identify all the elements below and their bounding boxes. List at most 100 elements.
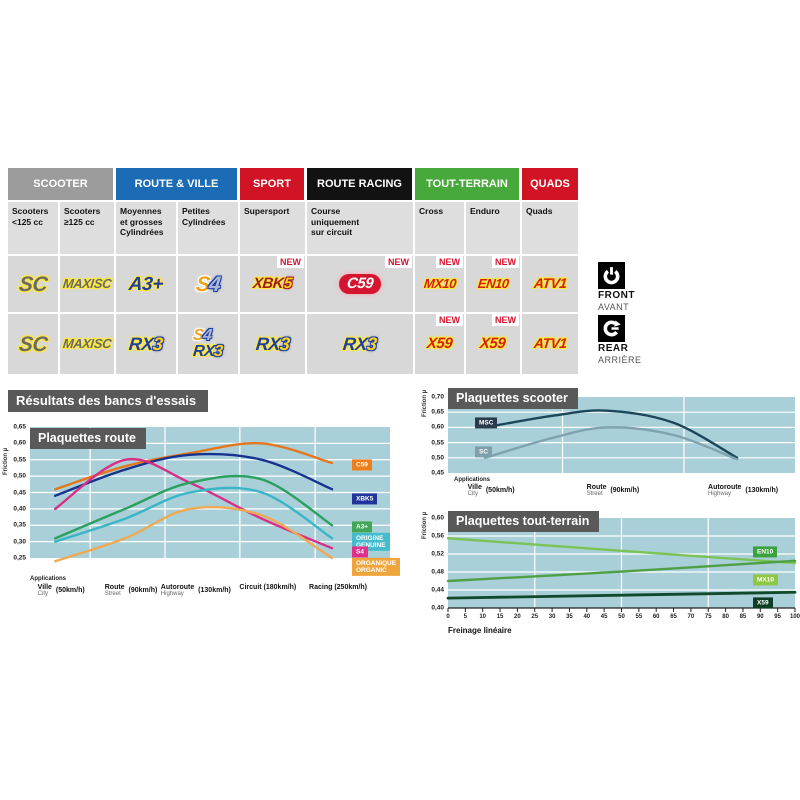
logo-part: SC xyxy=(17,272,49,296)
logo-line: ATV1 xyxy=(533,275,567,292)
x-tick-label: 80 xyxy=(722,614,729,620)
subheader-line: sur circuit xyxy=(311,227,353,238)
front-brake-icon xyxy=(598,262,625,289)
y-tick-label: 0,30 xyxy=(13,538,26,546)
product-logo-EN10: EN10 xyxy=(476,276,510,292)
subheader-line: <125 cc xyxy=(12,216,43,227)
x-tick-label: 20 xyxy=(514,614,521,620)
product-cell: MAXISC xyxy=(60,314,116,374)
logo-part: MAXI xyxy=(62,336,95,351)
product-logo-X59: X59 xyxy=(426,335,453,352)
new-badge: NEW xyxy=(436,314,463,326)
station-fr: Circuit xyxy=(239,584,262,591)
x-tick-label: 25 xyxy=(531,614,539,620)
legend-line: ORGANIQUE xyxy=(356,560,397,568)
legend-line: X59 xyxy=(757,599,769,607)
x-axis-title: Freinage linéaire xyxy=(448,626,512,635)
subheader-line: Cylindrées xyxy=(182,216,226,227)
category-header-sport: SPORT xyxy=(240,168,307,200)
logo-part: EN10 xyxy=(476,276,510,291)
series-line-X59 xyxy=(446,590,797,600)
rear-position-block: REAR ARRIÈRE xyxy=(598,315,658,365)
x-tick-label: 70 xyxy=(687,614,695,620)
y-axis-title: Friction µ xyxy=(422,389,428,417)
legend-badge-X59: X59 xyxy=(753,597,773,609)
logo-line: MAXISC xyxy=(62,336,111,352)
rear-label-en: REAR xyxy=(598,343,629,354)
legend-line: XBK5 xyxy=(356,495,374,503)
rear-brake-icon xyxy=(598,315,625,342)
product-cell: RX3 xyxy=(116,314,178,374)
product-logo-XBK5: XBK5 xyxy=(253,275,293,292)
station-en: Highway xyxy=(160,591,184,598)
y-tick-label: 0,40 xyxy=(13,505,26,513)
product-cell: SC xyxy=(8,256,60,312)
front-label-fr: AVANT xyxy=(598,302,630,312)
product-cell: RX3 xyxy=(240,314,307,374)
chart-plaquettes-scooter: Plaquettes scooter 0,70 0,65 0,60 0,55 0,50 0,… xyxy=(418,385,800,512)
front-position-block: FRONT AVANT xyxy=(598,262,658,312)
subheader-cell: Scooters <125 cc xyxy=(8,202,60,254)
applications-label: Applications xyxy=(30,576,67,582)
x-tick-label: 60 xyxy=(652,614,660,620)
y-tick-label: 0,65 xyxy=(13,423,26,431)
rear-label-fr: ARRIÈRE xyxy=(598,355,642,365)
product-cell: RX3 xyxy=(307,314,415,374)
series-line-C59 xyxy=(54,441,334,491)
x-tick-label: 5 xyxy=(463,614,468,620)
new-badge: NEW xyxy=(385,256,412,268)
logo-line: ATV1 xyxy=(533,335,567,352)
y-tick-label: 0,60 xyxy=(13,439,26,447)
logo-part: 3 xyxy=(152,333,164,354)
product-cell: A3+ xyxy=(116,256,178,312)
product-cell: NEW XBK5 xyxy=(240,256,307,312)
x-tick-label: 65 xyxy=(670,614,677,620)
subheader-line: Quads xyxy=(526,206,553,216)
station-speed: (50km/h) xyxy=(483,487,515,495)
logo-part: MAXI xyxy=(62,276,95,291)
product-logo-ATV1: ATV1 xyxy=(533,335,567,352)
chart-plaquettes-tout-terrain: 0 5 10 15 20 25 30 35 40 45 50 55 60 65 70 75 80 85 90 95 10… xyxy=(418,505,800,647)
logo-line: SC xyxy=(18,333,49,356)
logo-line: SC xyxy=(17,272,49,296)
product-logo-MAXISC: MAXISC xyxy=(62,336,111,352)
series-line-ORIGINE-GENUINE xyxy=(54,486,334,543)
product-logo-S4: S4 xyxy=(194,272,222,296)
logo-line: X59 xyxy=(426,335,453,352)
product-cell: NEW EN10 xyxy=(466,256,522,312)
subheader-cell: Quads xyxy=(522,202,578,254)
logo-part: 4 xyxy=(207,272,222,296)
y-tick-label: 0,50 xyxy=(13,472,26,480)
logo-line: S4 xyxy=(194,272,222,296)
legend-badge-C59: C59 xyxy=(352,459,372,471)
product-cell: NEW C59 xyxy=(307,256,415,312)
legend-line: ORGANIC xyxy=(356,567,387,575)
table-subheader-row: Scooters <125 cc Scooters ≥125 cc Moyennes et… xyxy=(8,202,578,254)
product-cell: S4 RX3 xyxy=(178,314,240,374)
logo-part: RX xyxy=(254,333,281,354)
y-tick-label: 0,45 xyxy=(431,469,444,477)
chart-plaquettes-route: Plaquettes route 0,65 0,60 0,55 0,50 0,45 0,40… xyxy=(0,388,412,620)
product-cell: NEW X59 xyxy=(466,314,522,374)
station-fr: Route xyxy=(104,584,125,591)
subheader-cell: Moyennes et grosses Cylindrées xyxy=(116,202,178,254)
new-badge: NEW xyxy=(436,256,463,268)
legend-badge-ORIGINE: ORIGINE GENUINE xyxy=(352,532,390,551)
logo-line: EN10 xyxy=(476,276,510,292)
station-bilingual: Ville City xyxy=(468,484,482,498)
station-speed: (50km/h) xyxy=(53,587,85,595)
product-cell: SC xyxy=(8,314,60,374)
table-group-header-row: SCOOTER ROUTE & VILLE SPORT ROUTE RACING TOU… xyxy=(8,168,578,200)
subheader-line: Moyennes xyxy=(120,206,162,216)
logo-part: RX xyxy=(192,343,216,360)
subheader-line: Enduro xyxy=(470,206,500,216)
subheader-line: Petites xyxy=(182,206,210,216)
x-tick-label: 55 xyxy=(635,614,643,620)
logo-part: X59 xyxy=(479,335,507,352)
legend-badge-S4: S4 xyxy=(352,546,368,558)
station-label-ville: Ville City (50km/h) xyxy=(468,484,515,498)
legend-badge-EN10: EN10 xyxy=(753,546,778,558)
subheader-line: Supersport xyxy=(244,206,290,216)
y-tick-label: 0,65 xyxy=(431,408,444,416)
station-label-circuit: Circuit (180km/h) xyxy=(239,584,296,591)
